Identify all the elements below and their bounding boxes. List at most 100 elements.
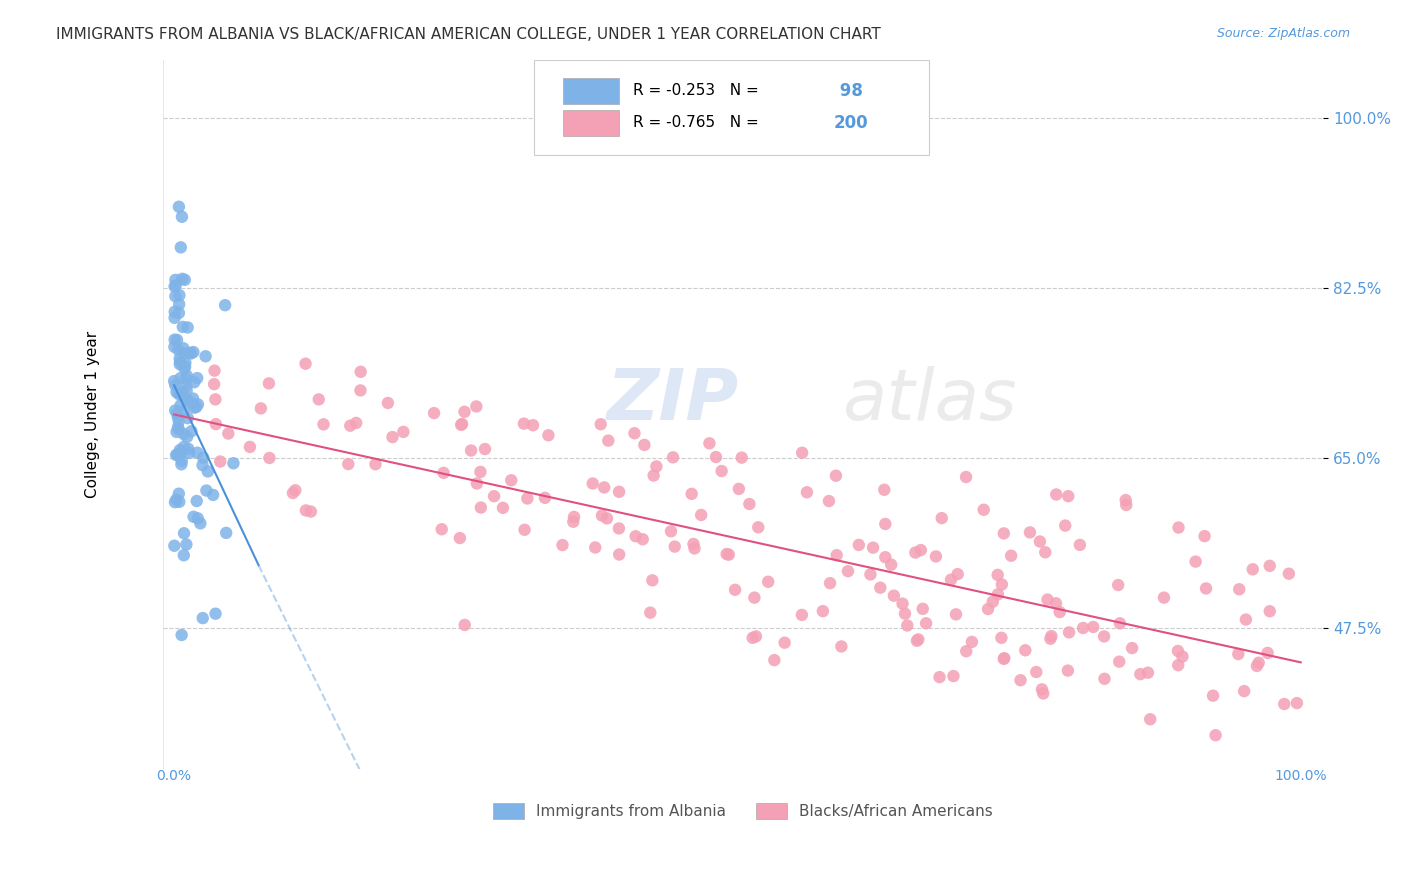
Point	[681, 487, 703, 501]
Point	[1033, 545, 1056, 559]
Point	[727, 482, 749, 496]
Point	[682, 537, 704, 551]
Point	[896, 618, 918, 632]
Point	[1167, 658, 1189, 673]
Point	[364, 457, 387, 471]
Point	[875, 516, 897, 531]
Point	[344, 416, 367, 430]
Text: IMMIGRANTS FROM ALBANIA VS BLACK/AFRICAN AMERICAN COLLEGE, UNDER 1 YEAR CORRELAT: IMMIGRANTS FROM ALBANIA VS BLACK/AFRICAN…	[56, 27, 882, 42]
Point	[167, 297, 190, 311]
Point	[1227, 647, 1250, 661]
Point	[165, 273, 187, 287]
Point	[167, 387, 190, 401]
Point	[1094, 672, 1116, 686]
Point	[624, 529, 647, 543]
Point	[591, 508, 613, 523]
Point	[1010, 673, 1032, 688]
Point	[773, 635, 796, 649]
Text: Source: ZipAtlas.com: Source: ZipAtlas.com	[1216, 27, 1350, 40]
Point	[1014, 643, 1036, 657]
Point	[1108, 655, 1130, 669]
Point	[169, 448, 191, 462]
Point	[392, 425, 415, 439]
Point	[176, 430, 198, 444]
Point	[1234, 613, 1257, 627]
Point	[180, 424, 202, 438]
Point	[905, 633, 928, 648]
Point	[1153, 591, 1175, 605]
Point	[183, 376, 205, 390]
Point	[607, 484, 630, 499]
Point	[1257, 646, 1279, 660]
Point	[1039, 632, 1062, 646]
Point	[623, 426, 645, 441]
Point	[173, 427, 195, 442]
Point	[1202, 689, 1225, 703]
Point	[1019, 525, 1042, 540]
Point	[724, 582, 747, 597]
Point	[643, 468, 665, 483]
Point	[339, 418, 361, 433]
Point	[946, 567, 969, 582]
Point	[1040, 629, 1063, 643]
Text: R = -0.765   N =: R = -0.765 N =	[633, 115, 763, 130]
Point	[470, 500, 492, 515]
Point	[1092, 629, 1115, 643]
Point	[349, 384, 371, 398]
Point	[662, 450, 685, 465]
Point	[987, 567, 1010, 582]
Point	[450, 417, 472, 432]
Point	[894, 607, 917, 621]
Point	[1129, 667, 1152, 681]
Point	[167, 486, 190, 500]
Point	[167, 420, 190, 434]
FancyBboxPatch shape	[564, 78, 619, 103]
Point	[837, 564, 859, 578]
Point	[891, 597, 914, 611]
Point	[875, 550, 897, 565]
Point	[197, 465, 219, 479]
Point	[1071, 621, 1094, 635]
Point	[172, 272, 194, 286]
Point	[183, 345, 205, 359]
Point	[551, 538, 574, 552]
Point	[738, 497, 761, 511]
Point	[973, 502, 995, 516]
Point	[534, 491, 557, 505]
Point	[169, 371, 191, 385]
Point	[717, 548, 740, 562]
Text: 0.0%: 0.0%	[156, 769, 191, 783]
Point	[641, 574, 664, 588]
Point	[645, 459, 668, 474]
Point	[790, 607, 813, 622]
Point	[960, 635, 983, 649]
Point	[907, 632, 929, 647]
Point	[181, 392, 204, 406]
Point	[187, 397, 209, 411]
Point	[183, 509, 205, 524]
Point	[172, 341, 194, 355]
Point	[915, 616, 938, 631]
Point	[910, 543, 932, 558]
Point	[537, 428, 560, 442]
Y-axis label: College, Under 1 year: College, Under 1 year	[86, 331, 100, 498]
Point	[337, 457, 360, 471]
Point	[501, 473, 523, 487]
Point	[492, 500, 515, 515]
Point	[562, 515, 585, 529]
Point	[163, 539, 186, 553]
Point	[593, 480, 616, 494]
Point	[170, 458, 193, 472]
Point	[848, 538, 870, 552]
Point	[631, 533, 654, 547]
Point	[659, 524, 682, 539]
Point	[166, 333, 188, 347]
Point	[516, 491, 538, 506]
Point	[744, 591, 766, 605]
Point	[939, 573, 962, 587]
Point	[173, 361, 195, 376]
Point	[204, 392, 226, 407]
Point	[191, 611, 214, 625]
Point	[172, 404, 194, 418]
Point	[1036, 592, 1059, 607]
